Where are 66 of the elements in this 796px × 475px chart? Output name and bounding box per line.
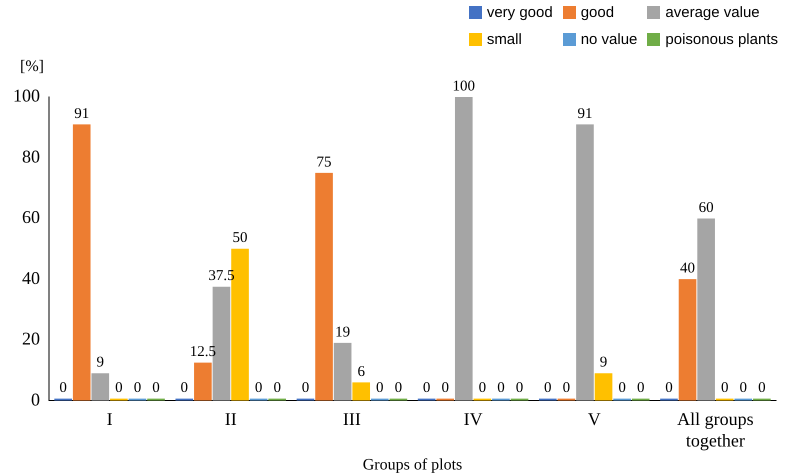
bar: [576, 124, 594, 401]
data-label: 0: [618, 380, 626, 396]
data-label: 6: [357, 364, 366, 380]
bar: [72, 124, 91, 401]
data-label: 0: [497, 380, 505, 396]
data-label: 0: [302, 380, 310, 396]
data-label: 12.5: [190, 344, 216, 360]
data-label: 0: [758, 380, 766, 396]
bar: [91, 373, 110, 401]
bar: [454, 97, 473, 401]
y-tick-label: 60: [22, 207, 40, 228]
data-label: 0: [152, 380, 160, 396]
data-label: 9: [600, 354, 608, 371]
bar: [352, 382, 370, 401]
data-label: 19: [335, 324, 350, 340]
bar: [697, 218, 715, 401]
data-label: 91: [74, 106, 90, 122]
data-label: 0: [376, 380, 384, 396]
x-tick-label: III: [342, 409, 361, 430]
data-label: 75: [316, 154, 332, 170]
bar: [334, 342, 352, 401]
data-label: 0: [134, 380, 142, 396]
x-tick-label: All groups together: [677, 409, 754, 451]
data-label: 0: [665, 380, 673, 396]
data-label: 60: [698, 200, 714, 216]
x-axis-title: Groups of plots: [362, 456, 462, 474]
data-label: 0: [115, 380, 123, 396]
legend-label: small: [486, 31, 523, 48]
data-label: 40: [680, 260, 696, 277]
bar: [594, 373, 612, 401]
data-label: 0: [180, 380, 188, 396]
bar: [194, 362, 212, 401]
legend-label: no value: [580, 31, 638, 48]
bar: [315, 172, 333, 401]
legend-label: poisonous plants: [664, 31, 778, 48]
y-tick-label: 0: [31, 389, 40, 410]
data-label: 0: [516, 380, 524, 396]
data-label: 0: [740, 380, 748, 396]
data-label: 0: [59, 380, 67, 396]
data-label: 0: [441, 380, 449, 396]
y-tick-label: 100: [13, 86, 40, 106]
data-label: 0: [422, 380, 430, 396]
data-label: 91: [577, 106, 592, 122]
data-label: 0: [478, 380, 486, 396]
legend-label: average value: [664, 4, 761, 21]
data-label: 0: [544, 380, 552, 396]
legend-label: good: [580, 4, 616, 21]
data-label: 50: [232, 230, 248, 246]
x-tick-label: I: [106, 409, 113, 430]
x-tick-label: II: [224, 409, 237, 430]
data-label: 0: [254, 380, 262, 396]
data-label: 9: [96, 354, 104, 371]
y-tick-label: 20: [22, 328, 40, 349]
y-tick-label: 80: [22, 146, 40, 166]
y-tick-label: 40: [22, 268, 40, 288]
data-label: 0: [273, 380, 281, 396]
bar: [678, 279, 696, 401]
data-label: 100: [452, 78, 476, 94]
y-axis-title: [%]: [20, 58, 44, 76]
legend-label: very good: [486, 4, 553, 21]
data-label: 0: [562, 380, 570, 396]
x-tick-label: IV: [464, 409, 483, 430]
x-tick-label: V: [588, 409, 601, 430]
data-label: 0: [636, 380, 644, 396]
data-label: 0: [394, 380, 402, 396]
data-label: 0: [720, 380, 728, 396]
